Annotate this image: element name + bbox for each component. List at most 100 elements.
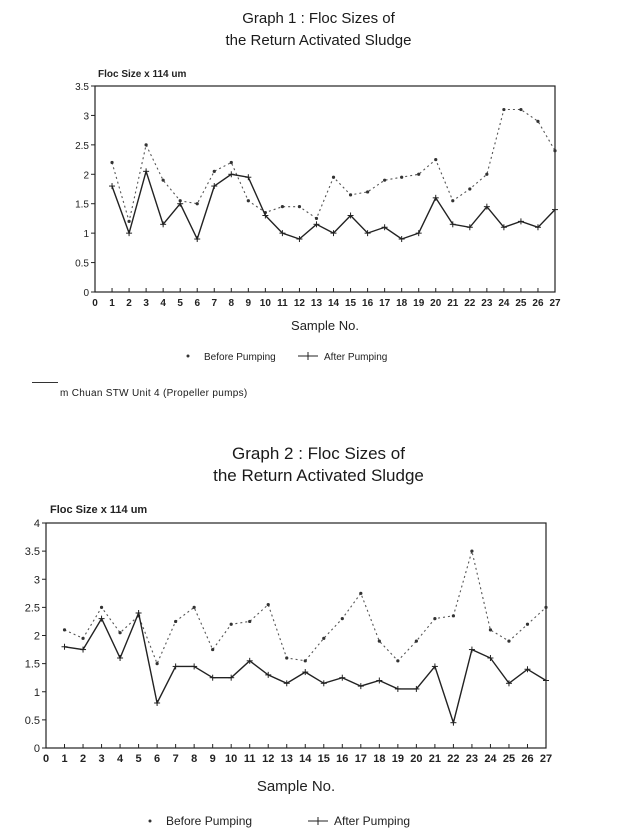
- data-point-after-pumping: [262, 212, 269, 219]
- graph-1-title-line-1: Graph 1 : Floc Sizes of: [242, 10, 395, 27]
- x-tick-label: 6: [194, 298, 200, 309]
- data-point-before-pumping: [488, 628, 493, 632]
- y-tick-label: 0.5: [25, 715, 40, 727]
- graph-1-title-line-2: the Return Activated Sludge: [225, 32, 412, 49]
- data-point-before-pumping: [127, 219, 131, 223]
- data-point-after-pumping: [98, 615, 105, 622]
- data-point-before-pumping: [414, 639, 418, 643]
- legend: Before Pumping After Pumping: [148, 814, 410, 828]
- data-point-before-pumping: [280, 205, 285, 209]
- data-point-after-pumping: [500, 224, 507, 231]
- data-point-after-pumping: [109, 183, 116, 190]
- y-tick-label: 0: [83, 288, 89, 299]
- data-point-after-pumping: [432, 194, 439, 201]
- data-point-after-pumping: [450, 719, 457, 726]
- data-point-before-pumping: [161, 178, 165, 182]
- data-point-before-pumping: [229, 622, 233, 626]
- series-line-before-pumping: [111, 108, 556, 222]
- y-axis-label: Floc Size x 114 um: [98, 69, 186, 80]
- series-line-before-pumping: [64, 548, 547, 666]
- x-tick-label: 3: [143, 298, 149, 309]
- data-point-after-pumping: [246, 657, 253, 664]
- plot-frame: [45, 522, 547, 749]
- graph-1-caption: m Chuan STW Unit 4 (Propeller pumps): [60, 388, 248, 399]
- data-point-before-pumping: [314, 216, 319, 221]
- x-tick-label: 17: [355, 753, 367, 765]
- data-point-after-pumping: [245, 174, 252, 181]
- x-tick-label: 20: [410, 753, 422, 765]
- y-tick-label: 1.5: [75, 200, 89, 211]
- x-tick-label: 24: [498, 298, 510, 309]
- y-tick-label: 1: [34, 687, 40, 699]
- graph-2: Graph 2 : Floc Sizes of the Return Activ…: [0, 435, 637, 835]
- x-tick-label: 7: [211, 298, 217, 309]
- x-tick-label: 2: [126, 298, 132, 309]
- data-point-before-pumping: [195, 202, 199, 206]
- data-point-after-pumping: [339, 674, 346, 681]
- data-point-after-pumping: [449, 221, 456, 228]
- x-tick-label: 21: [447, 298, 459, 309]
- data-point-after-pumping: [330, 230, 337, 237]
- graph-1: Graph 1 : Floc Sizes of the Return Activ…: [0, 0, 637, 410]
- data-point-after-pumping: [279, 230, 286, 237]
- data-point-after-pumping: [211, 183, 218, 190]
- data-point-after-pumping: [415, 230, 422, 237]
- data-point-after-pumping: [172, 663, 179, 670]
- y-tick-label: 2.5: [75, 141, 89, 152]
- graph-2-plot: 00.511.522.533.540 1 2 3 4 5 6 7 8 9 10 11 12 13 14 15 1…: [25, 504, 552, 828]
- data-point-before-pumping: [99, 605, 104, 609]
- x-tick-label: 26: [521, 753, 533, 765]
- x-tick-label: 0: [92, 298, 98, 309]
- data-point-before-pumping: [536, 119, 540, 123]
- data-point-after-pumping: [505, 680, 512, 687]
- graph-2-title: Graph 2 : Floc Sizes of the Return Activ…: [0, 443, 637, 487]
- series-line-after-pumping: [111, 168, 556, 241]
- data-point-after-pumping: [143, 168, 150, 175]
- legend-label-after-pumping: After Pumping: [334, 814, 410, 828]
- data-point-after-pumping: [534, 224, 541, 231]
- y-tick-label: 3.5: [75, 82, 89, 93]
- data-point-after-pumping: [466, 224, 473, 231]
- data-point-before-pumping: [519, 107, 523, 112]
- x-tick-label: 21: [429, 753, 441, 765]
- x-tick-label: 9: [246, 298, 252, 309]
- legend: Before Pumping After Pumping: [186, 352, 387, 363]
- data-point-before-pumping: [525, 622, 530, 626]
- data-point-after-pumping: [468, 646, 475, 653]
- x-tick-label: 6: [154, 753, 160, 765]
- y-tick-label: 1.5: [25, 659, 40, 671]
- graph-2-title-line-1: Graph 2 : Floc Sizes of: [232, 444, 405, 463]
- legend-marker-before-pumping: [186, 354, 190, 358]
- data-point-before-pumping: [303, 659, 307, 663]
- data-point-after-pumping: [431, 663, 438, 670]
- data-point-after-pumping: [524, 666, 531, 673]
- x-tick-label: 1: [61, 753, 67, 765]
- x-tick-label: 23: [466, 753, 478, 765]
- x-tick-label: 24: [484, 753, 497, 765]
- data-point-after-pumping: [177, 200, 184, 207]
- y-tick-label: 3: [83, 111, 89, 122]
- data-point-after-pumping: [160, 221, 167, 228]
- data-point-after-pumping: [228, 674, 235, 681]
- data-point-after-pumping: [398, 236, 405, 243]
- legend-label-before-pumping: Before Pumping: [166, 814, 252, 828]
- data-point-after-pumping: [364, 230, 371, 237]
- x-tick-label: 23: [481, 298, 493, 309]
- data-point-before-pumping: [396, 659, 400, 663]
- y-tick-label: 2: [34, 631, 40, 643]
- data-point-before-pumping: [434, 157, 438, 162]
- legend-marker-before-pumping: [148, 819, 152, 823]
- data-point-after-pumping: [126, 230, 133, 237]
- y-tick-label: 1: [83, 229, 89, 240]
- x-tick-label: 20: [430, 298, 442, 309]
- data-point-before-pumping: [212, 169, 216, 173]
- data-point-before-pumping: [246, 199, 250, 203]
- data-point-before-pumping: [144, 143, 148, 147]
- data-point-before-pumping: [400, 175, 404, 179]
- x-tick-label: 25: [503, 753, 515, 765]
- plot-frame: [94, 85, 556, 293]
- x-tick-label: 5: [177, 298, 183, 309]
- data-point-after-pumping: [413, 685, 420, 692]
- x-tick-label: 2: [80, 753, 86, 765]
- graph-1-plot: 00.511.522.533.50 1 2 3 4 5 6 7 8 9 10 11 12 13 14 15 16…: [75, 69, 561, 363]
